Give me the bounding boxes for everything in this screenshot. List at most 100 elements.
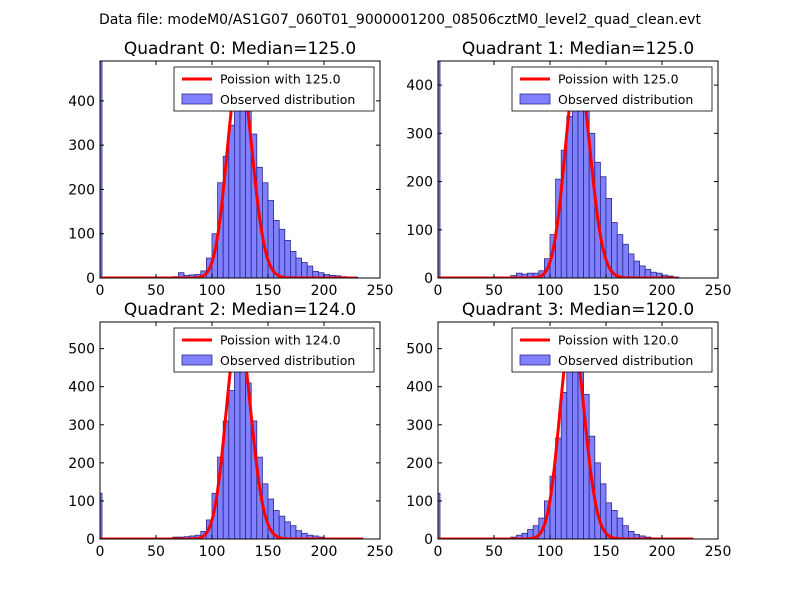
quadrant-1-legend: Poission with 125.0 Observed distribution xyxy=(511,66,713,112)
quadrant-0-y-tick-label: 300 xyxy=(68,138,95,154)
quadrant-1-axes-frame xyxy=(437,60,719,279)
quadrant-1-bar xyxy=(611,222,618,278)
quadrant-0-x-tick-label: 200 xyxy=(311,283,338,299)
quadrant-3-x-tick-label: 100 xyxy=(537,544,564,560)
quadrant-3-bar xyxy=(572,361,579,539)
quadrant-1-x-tick-label: 0 xyxy=(434,283,443,299)
quadrant-0-bar xyxy=(239,82,246,278)
quadrant-0-bar xyxy=(261,182,269,278)
quadrant-0-bar xyxy=(228,124,235,278)
quadrant-1-y-tick-label: 300 xyxy=(406,126,433,142)
quadrant-0-poisson-line xyxy=(100,68,356,278)
quadrant-2-y-tick-label: 500 xyxy=(68,342,95,358)
quadrant-3-x-tick-label: 250 xyxy=(705,544,732,560)
quadrant-3-bar xyxy=(616,517,624,539)
quadrant-0-bar xyxy=(295,257,302,278)
quadrant-0-bar xyxy=(284,239,291,278)
quadrant-2-legend-bar-swatch xyxy=(181,354,213,366)
quadrant-1-x-tick-label: 100 xyxy=(537,283,564,299)
quadrant-1-bar xyxy=(628,253,635,278)
quadrant-0-x-tick-label: 100 xyxy=(199,283,226,299)
quadrant-0-bar xyxy=(278,228,286,278)
quadrant-1-x-tick-label: 250 xyxy=(705,283,732,299)
quadrant-1-y-tick-label: 0 xyxy=(424,271,433,287)
quadrant-1-bar xyxy=(438,61,441,278)
quadrant-1-legend-poisson-label: Poission with 125.0 xyxy=(558,72,679,87)
quadrant-1-data-layer xyxy=(438,61,680,278)
quadrant-2-x-tick-label: 100 xyxy=(199,544,226,560)
quadrant-0-y-tick-label: 200 xyxy=(68,182,95,198)
quadrant-2-bar xyxy=(233,367,241,539)
quadrant-1-legend-observed-label: Observed distribution xyxy=(558,92,693,107)
quadrant-2-axes-frame xyxy=(99,321,381,540)
quadrant-2-x-tick-label: 250 xyxy=(367,544,394,560)
quadrant-3-legend-bar-swatch xyxy=(519,354,551,366)
quadrant-2-x-tick-label: 0 xyxy=(96,544,105,560)
quadrant-1-bar xyxy=(600,176,607,278)
quadrant-2-legend-poisson-label: Poission with 124.0 xyxy=(220,333,341,348)
quadrant-3-legend: Poission with 120.0 Observed distribution xyxy=(511,327,713,373)
quadrant-1-x-tick-label: 50 xyxy=(485,283,503,299)
quadrant-0-bar xyxy=(233,87,241,278)
quadrant-2-x-tick-label: 200 xyxy=(311,544,338,560)
quadrant-3-bar xyxy=(622,525,629,539)
quadrant-2-y-tick-label: 400 xyxy=(68,380,95,396)
quadrant-3-bar xyxy=(611,510,618,539)
quadrant-1-bar xyxy=(639,265,646,278)
quadrant-3-y-tick-label: 100 xyxy=(406,494,433,510)
quadrant-2-legend: Poission with 124.0 Observed distribution xyxy=(173,327,375,373)
quadrant-0-title: Quadrant 0: Median=125.0 xyxy=(124,39,356,59)
quadrant-2-y-tick-label: 0 xyxy=(86,532,95,548)
quadrant-0-panel: Quadrant 0: Median=125.0 0 50 100 150 200 250… xyxy=(68,39,393,299)
quadrant-1-y-tick-label: 400 xyxy=(406,78,433,94)
quadrant-1-bar xyxy=(616,234,624,278)
quadrant-0-y-tick-label: 100 xyxy=(68,227,95,243)
quadrant-0-bar xyxy=(273,220,280,278)
quadrant-0-x-tick-label: 50 xyxy=(147,283,165,299)
quadrant-2-legend-observed-label: Observed distribution xyxy=(220,353,355,368)
quadrant-1-bar xyxy=(566,116,573,278)
quadrant-2-title: Quadrant 2: Median=124.0 xyxy=(124,300,356,320)
quadrant-0-x-tick-label: 0 xyxy=(96,283,105,299)
quadrant-3-x-tick-label: 200 xyxy=(649,544,676,560)
quadrant-2-y-tick-label: 200 xyxy=(68,456,95,472)
quadrant-0-y-tick-label: 0 xyxy=(86,271,95,287)
quadrant-2-panel: Quadrant 2: Median=124.0 0 50 100 150 200 250… xyxy=(68,300,393,560)
quadrant-1-y-tick-label: 100 xyxy=(406,223,433,239)
quadrant-3-y-tick-label: 400 xyxy=(406,380,433,396)
quadrant-2-y-tick-label: 300 xyxy=(68,418,95,434)
figure-suptitle: Data file: modeM0/AS1G07_060T01_90000012… xyxy=(99,12,701,28)
quadrant-0-bar xyxy=(306,265,314,278)
quadrant-1-y-tick-label: 200 xyxy=(406,175,433,191)
quadrant-0-legend: Poission with 125.0 Observed distribution xyxy=(173,66,375,112)
quadrant-0-x-tick-label: 150 xyxy=(255,283,282,299)
quadrant-1-panel: Quadrant 1: Median=125.0 0 50 100 150 200 250… xyxy=(406,39,731,299)
quadrant-3-legend-poisson-label: Poission with 120.0 xyxy=(558,333,679,348)
quadrant-3-x-tick-label: 0 xyxy=(434,544,443,560)
quadrant-0-bar xyxy=(100,61,103,278)
quadrant-2-bar xyxy=(289,525,297,539)
quadrant-3-axes-frame xyxy=(437,321,719,540)
quadrant-3-y-tick-label: 300 xyxy=(406,418,433,434)
quadrant-3-y-tick-label: 500 xyxy=(406,342,433,358)
quadrant-1-title: Quadrant 1: Median=125.0 xyxy=(462,39,694,59)
quadrant-1-x-tick-label: 200 xyxy=(649,283,676,299)
quadrant-2-x-tick-label: 150 xyxy=(255,544,282,560)
quadrant-3-bar xyxy=(438,492,441,539)
quadrant-0-legend-poisson-label: Poission with 125.0 xyxy=(220,72,341,87)
quadrant-3-y-tick-label: 200 xyxy=(406,456,433,472)
quadrant-3-legend-observed-label: Observed distribution xyxy=(558,353,693,368)
quadrant-2-bar xyxy=(239,359,246,539)
quadrant-3-title: Quadrant 3: Median=120.0 xyxy=(462,300,694,320)
quadrant-2-bar xyxy=(284,521,291,539)
quadrant-0-legend-bar-swatch xyxy=(181,93,213,105)
quadrant-2-x-tick-label: 50 xyxy=(147,544,165,560)
quadrant-0-bar xyxy=(301,262,308,278)
quadrant-3-x-tick-label: 150 xyxy=(593,544,620,560)
quadrant-2-bar xyxy=(228,390,235,539)
quadrant-3-bar xyxy=(560,392,568,539)
quadrant-0-x-tick-label: 250 xyxy=(367,283,394,299)
quadrant-2-bar xyxy=(278,515,286,539)
quadrant-1-x-tick-label: 150 xyxy=(593,283,620,299)
